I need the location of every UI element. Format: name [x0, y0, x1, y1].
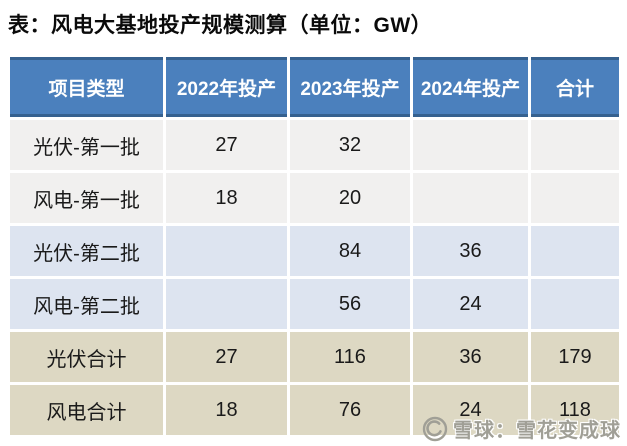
- cell-label: 光伏-第一批: [10, 120, 163, 170]
- cell-value: 116: [290, 332, 410, 382]
- watermark-text: 雪球：雪花变成球: [453, 420, 621, 442]
- cell-value: 179: [531, 332, 619, 382]
- cell-value: 18: [166, 173, 287, 223]
- cell-value: 118: [531, 385, 619, 435]
- table-row-wind-batch1: 风电-第一批 18 20: [10, 173, 619, 223]
- xueqiu-logo-icon: [422, 416, 448, 442]
- cell-value: 18: [166, 385, 287, 435]
- cell-value: 32: [290, 120, 410, 170]
- table-row-wind-batch2: 风电-第二批 56 24: [10, 279, 619, 329]
- col-header-2022: 2022年投产: [166, 57, 287, 117]
- cell-label: 风电-第二批: [10, 279, 163, 329]
- table-row-pv-batch1: 光伏-第一批 27 32: [10, 120, 619, 170]
- cell-value: [531, 226, 619, 276]
- cell-value: 36: [413, 226, 528, 276]
- cell-value: 56: [290, 279, 410, 329]
- cell-value: [531, 173, 619, 223]
- cell-value: 27: [166, 332, 287, 382]
- cell-value: 76: [290, 385, 410, 435]
- watermark: 雪球：雪花变成球: [422, 414, 621, 443]
- table-row-pv-batch2: 光伏-第二批 84 36: [10, 226, 619, 276]
- col-header-2023: 2023年投产: [290, 57, 410, 117]
- table-row-pv-total: 光伏合计 27 116 36 179: [10, 332, 619, 382]
- cell-value: [531, 120, 619, 170]
- table-row-wind-total: 风电合计 18 76 24 118: [10, 385, 619, 435]
- cell-value: [531, 279, 619, 329]
- cell-value: [413, 173, 528, 223]
- cell-value: 24: [413, 385, 528, 435]
- cell-value: [413, 120, 528, 170]
- cell-value: [166, 226, 287, 276]
- cell-value: 36: [413, 332, 528, 382]
- cell-label: 风电-第一批: [10, 173, 163, 223]
- cell-label: 风电合计: [10, 385, 163, 435]
- page-title: 表：风电大基地投产规模测算（单位：GW）: [8, 14, 433, 37]
- cell-value: 27: [166, 120, 287, 170]
- cell-value: 84: [290, 226, 410, 276]
- cell-value: 24: [413, 279, 528, 329]
- col-header-2024: 2024年投产: [413, 57, 528, 117]
- cell-label: 光伏合计: [10, 332, 163, 382]
- data-table: 项目类型 2022年投产 2023年投产 2024年投产 合计 光伏-第一批 2…: [7, 54, 622, 438]
- cell-value: 20: [290, 173, 410, 223]
- cell-value: [166, 279, 287, 329]
- cell-label: 光伏-第二批: [10, 226, 163, 276]
- header-row: 项目类型 2022年投产 2023年投产 2024年投产 合计: [10, 57, 619, 117]
- col-header-project-type: 项目类型: [10, 57, 163, 117]
- col-header-total: 合计: [531, 57, 619, 117]
